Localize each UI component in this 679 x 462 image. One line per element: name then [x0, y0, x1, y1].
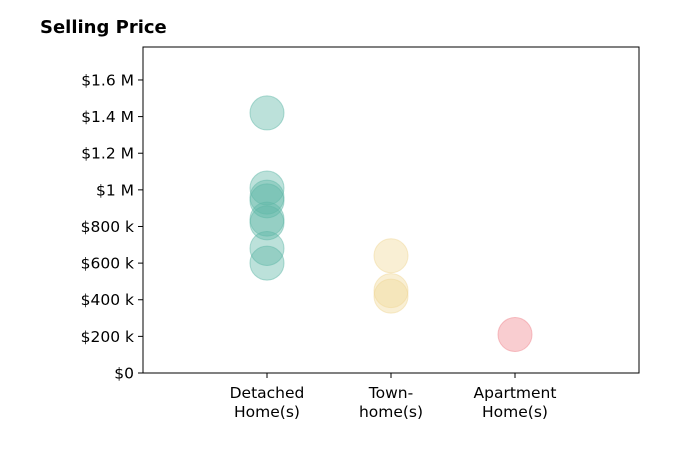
y-tick-label: $1.2 M: [81, 145, 134, 163]
scatter-point: [497, 317, 533, 353]
y-tick-label: $800 k: [81, 218, 134, 236]
scatter-point: [249, 183, 285, 219]
y-tick-label: $1.4 M: [81, 108, 134, 126]
scatter-point: [249, 245, 285, 281]
chart-title: Selling Price: [40, 17, 167, 38]
x-axis: DetachedHome(s)Town-home(s)ApartmentHome…: [230, 373, 557, 421]
plot-frame: [142, 46, 640, 374]
x-tick-label: Home(s): [482, 403, 548, 421]
scatter-point: [373, 273, 409, 309]
x-tick-label: home(s): [359, 403, 423, 421]
x-tick-label: Town-: [368, 384, 413, 402]
data-points: [249, 95, 533, 353]
scatter-point: [249, 95, 285, 131]
y-tick-label: $200 k: [81, 328, 134, 346]
y-tick-label: $400 k: [81, 291, 134, 309]
scatter-point: [373, 238, 409, 274]
scatter-point: [249, 170, 285, 206]
scatter-point: [249, 205, 285, 241]
y-tick-label: $0: [114, 365, 134, 383]
x-tick-label: Apartment: [474, 384, 557, 402]
x-tick-label: Detached: [230, 384, 305, 402]
y-axis: $0 $200 k $400 k $600 k $800 k $1 M $1.2 M $1.4…: [81, 71, 143, 383]
y-tick-label: $1 M: [96, 181, 134, 199]
scatter-point: [249, 230, 285, 266]
scatter-point: [373, 278, 409, 314]
y-tick-label: $600 k: [81, 255, 134, 273]
x-tick-label: Home(s): [234, 403, 300, 421]
y-tick-label: $1.6 M: [81, 71, 134, 89]
